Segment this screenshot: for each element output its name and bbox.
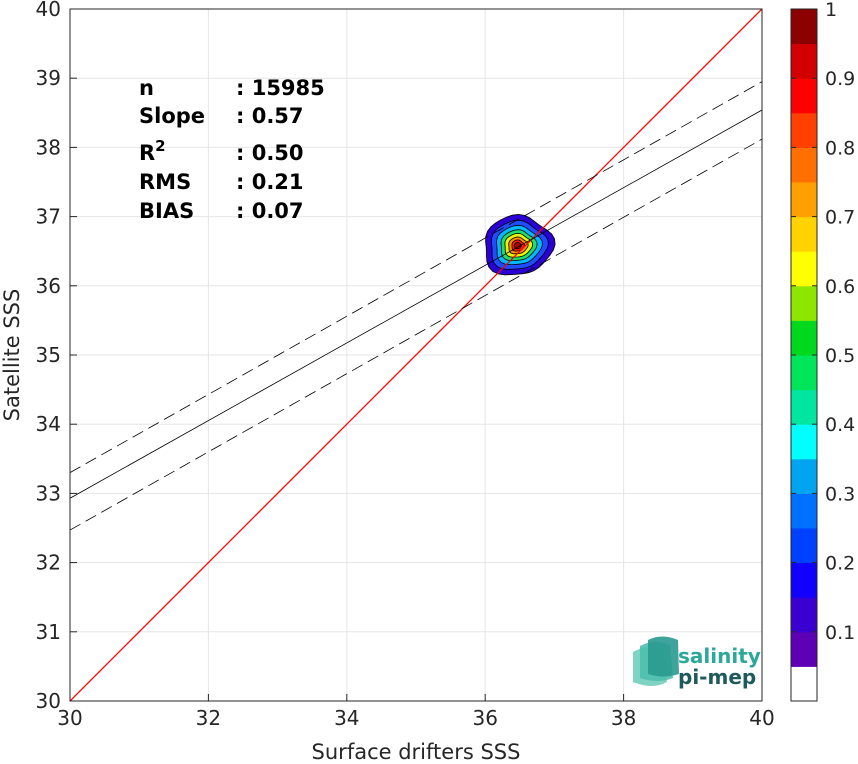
x-tick-label: 30 (57, 706, 82, 730)
colorbar-segment (791, 493, 817, 529)
x-axis-label: Surface drifters SSS (312, 740, 521, 764)
colorbar-segment (791, 458, 817, 494)
stat-superscript: 2 (155, 137, 165, 155)
stat-value: : 0.07 (236, 199, 304, 223)
x-tick-label: 38 (611, 706, 636, 730)
colorbar-segment (791, 597, 817, 633)
colorbar-segment (791, 9, 817, 45)
x-tick-label: 40 (749, 706, 774, 730)
logo-line-1: salinity (678, 644, 761, 668)
stat-label: R2 (139, 137, 166, 165)
statistics-box: n : 15985 Slope : 0.57 R2 : 0.50 RMS : 0.21 BIAS… (139, 76, 325, 223)
stat-label: BIAS (139, 199, 194, 223)
colorbar-tick-label: 0.4 (825, 414, 855, 436)
axis-ticks: 30 32 34 36 38 40 30 31 32 33 34 35 36 37 38 39 40 (36, 0, 775, 730)
fit-lines (70, 9, 762, 701)
salinity-pimep-logo: salinity pi-mep (633, 636, 761, 689)
colorbar-tick-label: 0.3 (825, 483, 855, 505)
grid-lines (69, 8, 763, 702)
wave-logo-icon (633, 636, 679, 686)
colorbar-segment (791, 216, 817, 252)
y-tick-label: 36 (36, 274, 61, 298)
colorbar-tick-label: 1 (825, 0, 837, 21)
y-tick-label: 37 (36, 205, 61, 229)
y-tick-label: 38 (36, 135, 61, 159)
colorbar-segment (791, 182, 817, 218)
identity-line (70, 9, 762, 701)
colorbar-segment (791, 112, 817, 148)
y-tick-label: 32 (36, 551, 61, 575)
stat-label: Slope (139, 104, 205, 128)
y-tick-label: 39 (36, 66, 61, 90)
colorbar-segment (791, 355, 817, 391)
x-tick-label: 34 (334, 706, 359, 730)
colorbar-segment (791, 389, 817, 425)
colorbar-tick-label: 0.8 (825, 137, 855, 159)
stat-label: RMS (139, 170, 191, 194)
colorbar-tick-label: 0.2 (825, 553, 855, 575)
colorbar-segment (791, 528, 817, 564)
upper-confidence-line (70, 81, 762, 473)
colorbar-segment (791, 251, 817, 287)
colorbar-segment (791, 43, 817, 79)
colorbar-tick-label: 0.1 (825, 622, 855, 644)
y-tick-label: 40 (36, 0, 61, 21)
stat-value: : 15985 (236, 76, 325, 100)
density-contour (514, 241, 522, 250)
colorbar: 0.1 0.2 0.3 0.4 0.5 0.6 0.7 0.8 0.9 1 (790, 0, 855, 702)
colorbar-segment (791, 320, 817, 356)
colorbar-segment (791, 424, 817, 460)
colorbar-segment (791, 147, 817, 183)
colorbar-segment (791, 285, 817, 321)
colorbar-tick-label: 0.9 (825, 68, 855, 90)
colorbar-segment (791, 562, 817, 598)
density-contours (485, 213, 556, 276)
colorbar-tick-label: 0.6 (825, 276, 855, 298)
x-tick-label: 36 (472, 706, 497, 730)
stat-label: n (139, 76, 154, 100)
stat-value: : 0.21 (236, 170, 304, 194)
colorbar-segment (791, 666, 817, 701)
x-tick-label: 32 (196, 706, 221, 730)
regression-line (70, 109, 762, 499)
y-axis-label: Satellite SSS (0, 289, 24, 422)
stat-value: : 0.57 (236, 104, 304, 128)
colorbar-segment (791, 78, 817, 114)
y-tick-label: 31 (36, 620, 61, 644)
colorbar-tick-label: 0.7 (825, 207, 855, 229)
y-tick-label: 30 (36, 689, 61, 713)
logo-line-2: pi-mep (678, 665, 756, 689)
y-tick-label: 33 (36, 481, 61, 505)
lower-confidence-line (70, 138, 762, 531)
stat-value: : 0.50 (236, 141, 304, 165)
y-tick-label: 35 (36, 343, 61, 367)
y-tick-label: 34 (36, 412, 61, 436)
colorbar-tick-label: 0.5 (825, 345, 855, 367)
colorbar-segment (791, 631, 817, 667)
